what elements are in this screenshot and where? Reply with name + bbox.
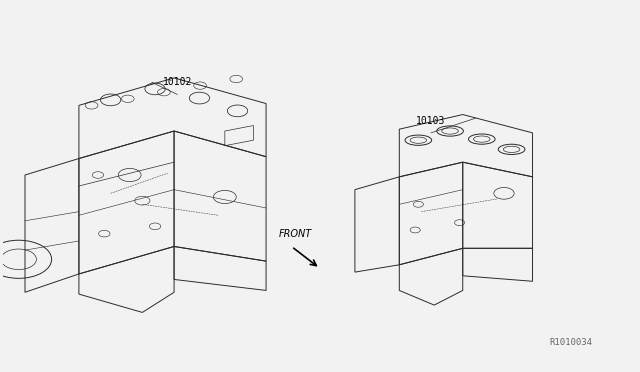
Text: 10103: 10103 xyxy=(417,116,445,125)
Text: 10102: 10102 xyxy=(163,77,192,87)
Text: R1010034: R1010034 xyxy=(550,338,593,347)
Text: FRONT: FRONT xyxy=(279,229,312,239)
